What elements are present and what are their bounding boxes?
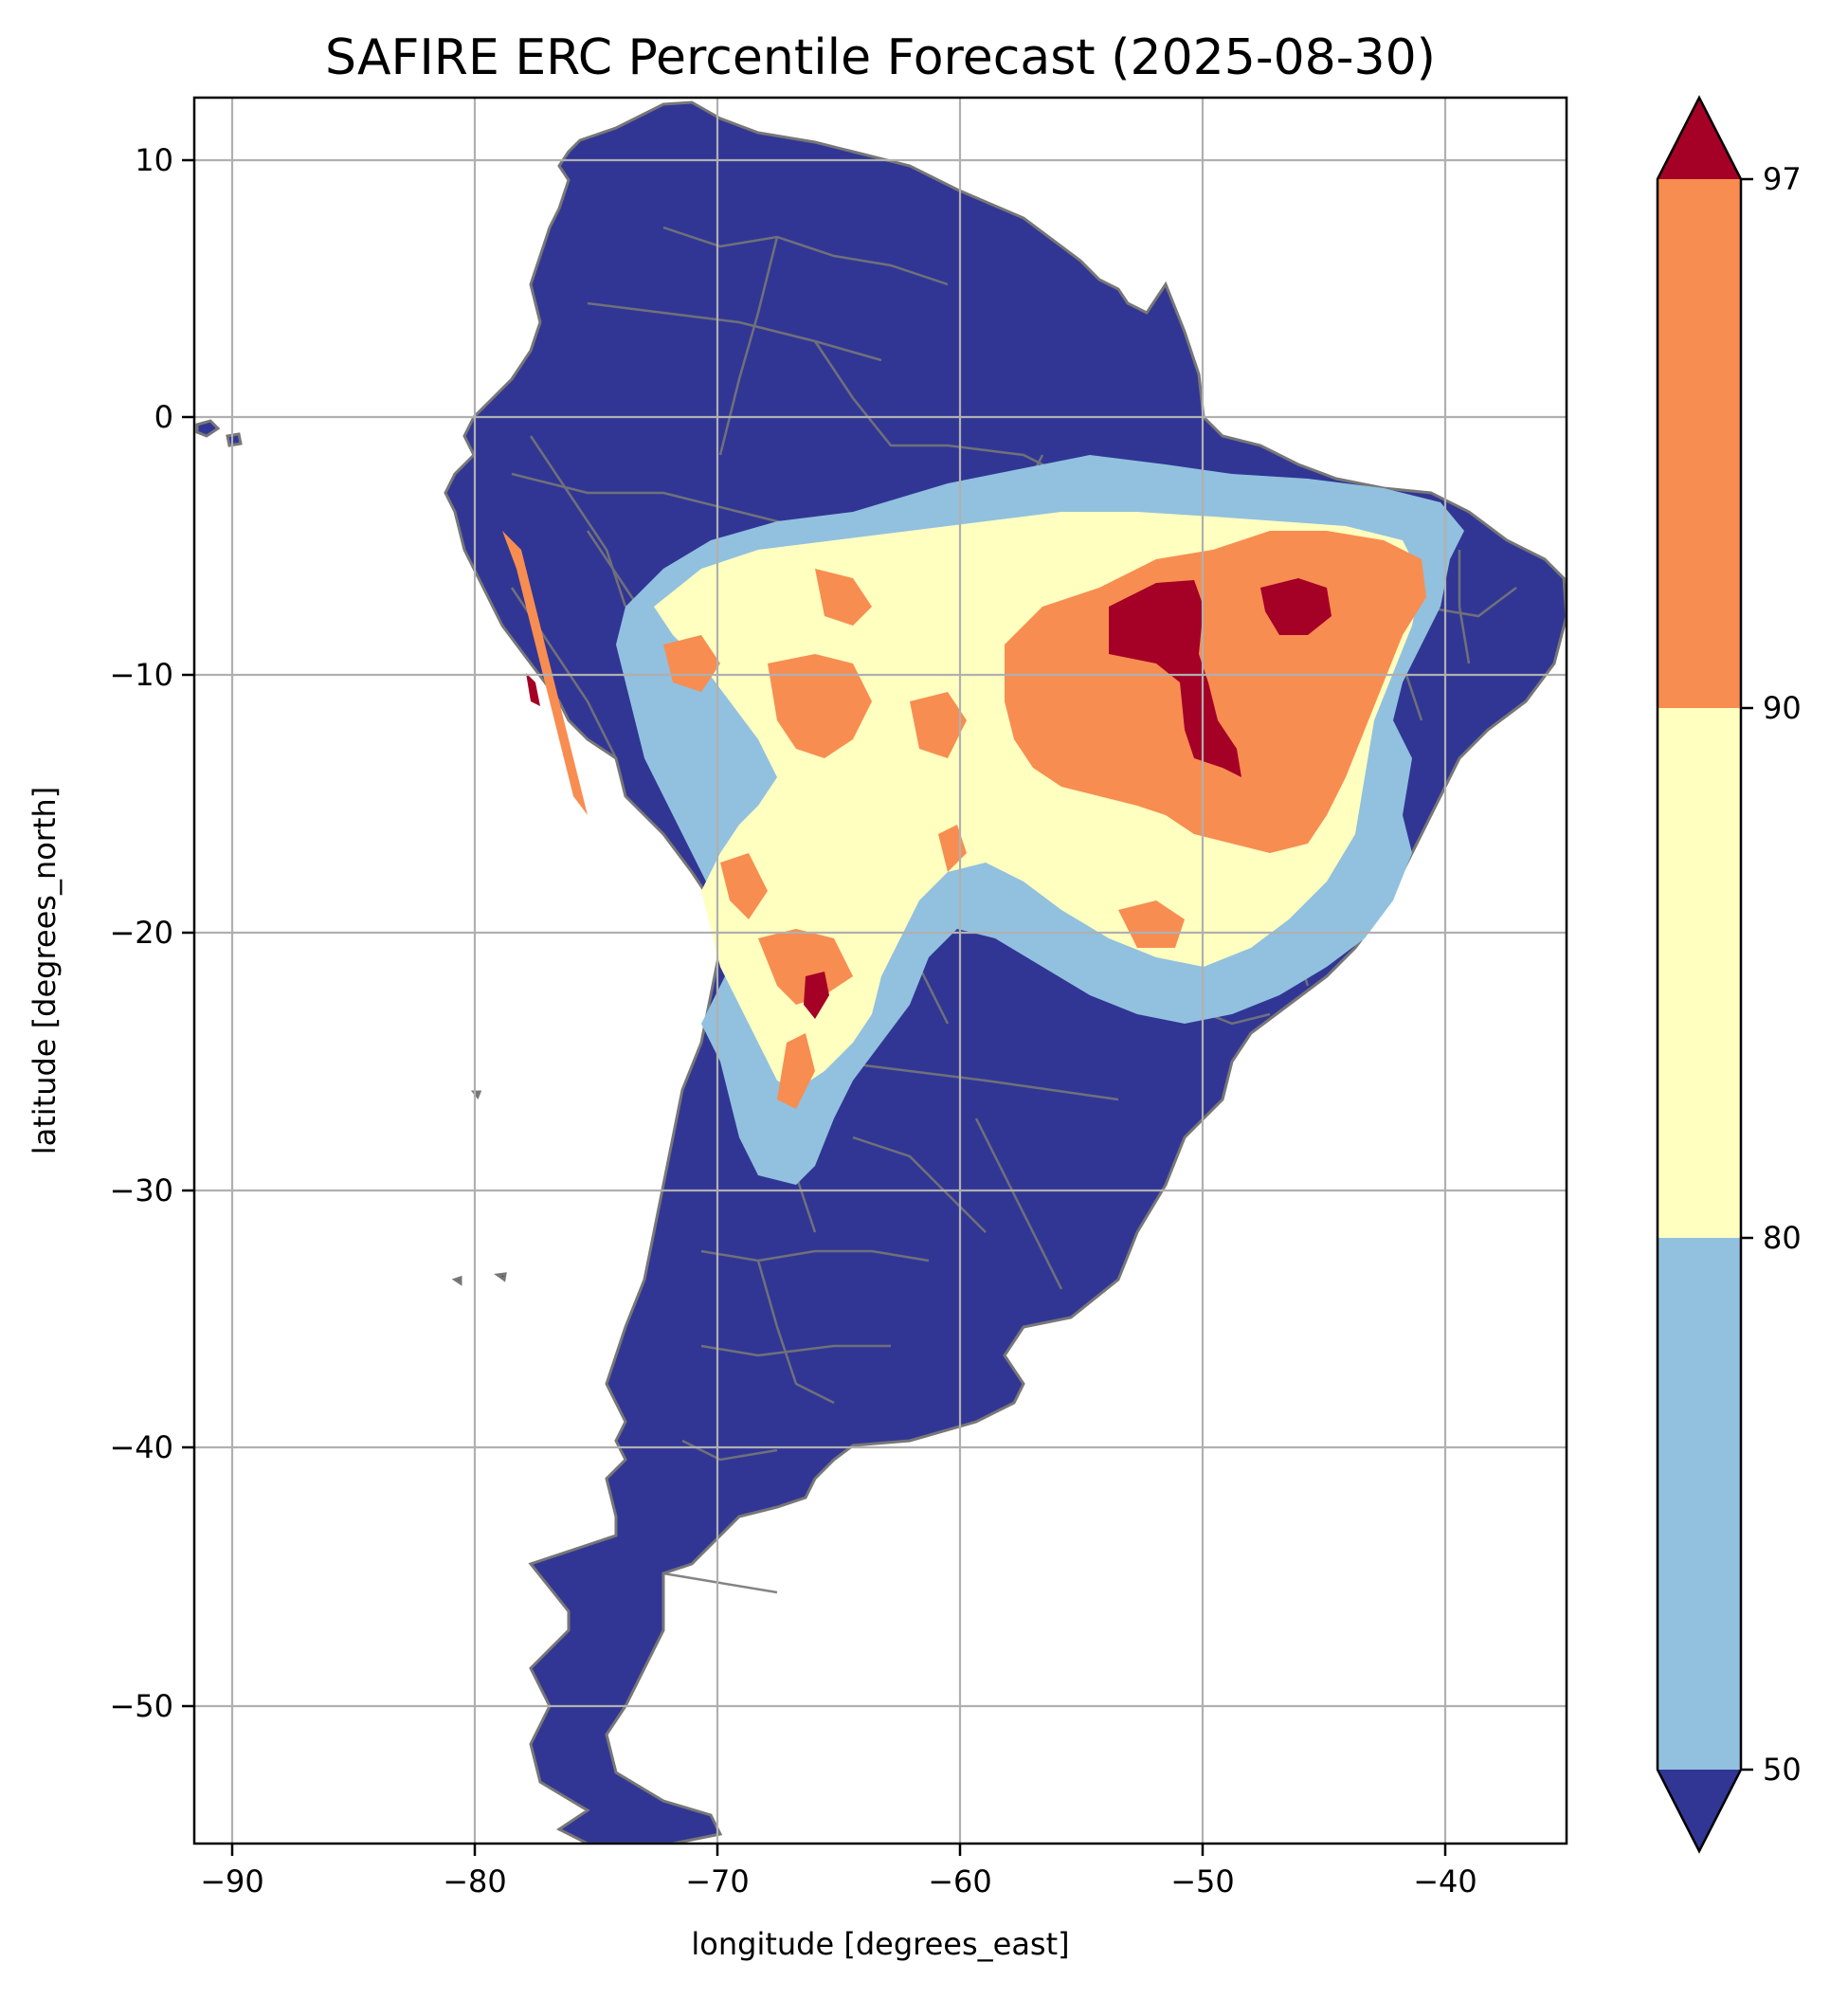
x-axis xyxy=(230,1844,1447,1856)
y-tick-label: −20 xyxy=(109,915,173,951)
colorbar-extend-min xyxy=(1658,1770,1741,1851)
y-tick-label: 10 xyxy=(135,142,173,178)
x-tick-label: −60 xyxy=(928,1863,992,1899)
y-tick-label: −30 xyxy=(109,1172,173,1208)
axes-frame xyxy=(192,96,1568,1845)
y-tick-label: −40 xyxy=(109,1429,173,1465)
x-axis-label: longitude [degrees_east] xyxy=(691,1926,1069,1962)
colorbar-band-80-90 xyxy=(1658,708,1741,1238)
y-tick-label: 0 xyxy=(154,399,173,435)
x-tick-label: −50 xyxy=(1170,1863,1235,1899)
x-tick-label: −90 xyxy=(200,1863,264,1899)
islands xyxy=(195,419,507,1286)
colorbar-tick-label: 97 xyxy=(1763,161,1802,197)
region-above-97 xyxy=(526,578,1332,1019)
x-tick-label: −70 xyxy=(685,1863,750,1899)
y-tick-label: −50 xyxy=(109,1688,173,1724)
colorbar-tick-label: 50 xyxy=(1763,1752,1802,1788)
colorbar-tick-label: 90 xyxy=(1763,690,1802,726)
colorbar-extend-max xyxy=(1658,98,1741,179)
y-tick-label: −10 xyxy=(109,657,173,693)
colorbar-tick-label: 80 xyxy=(1763,1220,1802,1256)
y-axis-label: latitude [degrees_north] xyxy=(27,787,63,1155)
gridlines xyxy=(194,98,1567,1844)
colorbar-band-50-80 xyxy=(1658,1238,1741,1770)
colorbar-band-90-97 xyxy=(1658,179,1741,708)
x-tick-label: −40 xyxy=(1413,1863,1477,1899)
colorbar: 97 90 80 50 xyxy=(1656,95,1802,1854)
chart-title: SAFIRE ERC Percentile Forecast (2025-08-… xyxy=(325,29,1436,86)
map-axes xyxy=(192,96,1568,1845)
x-tick-label: −80 xyxy=(443,1863,507,1899)
y-axis xyxy=(182,158,194,1708)
